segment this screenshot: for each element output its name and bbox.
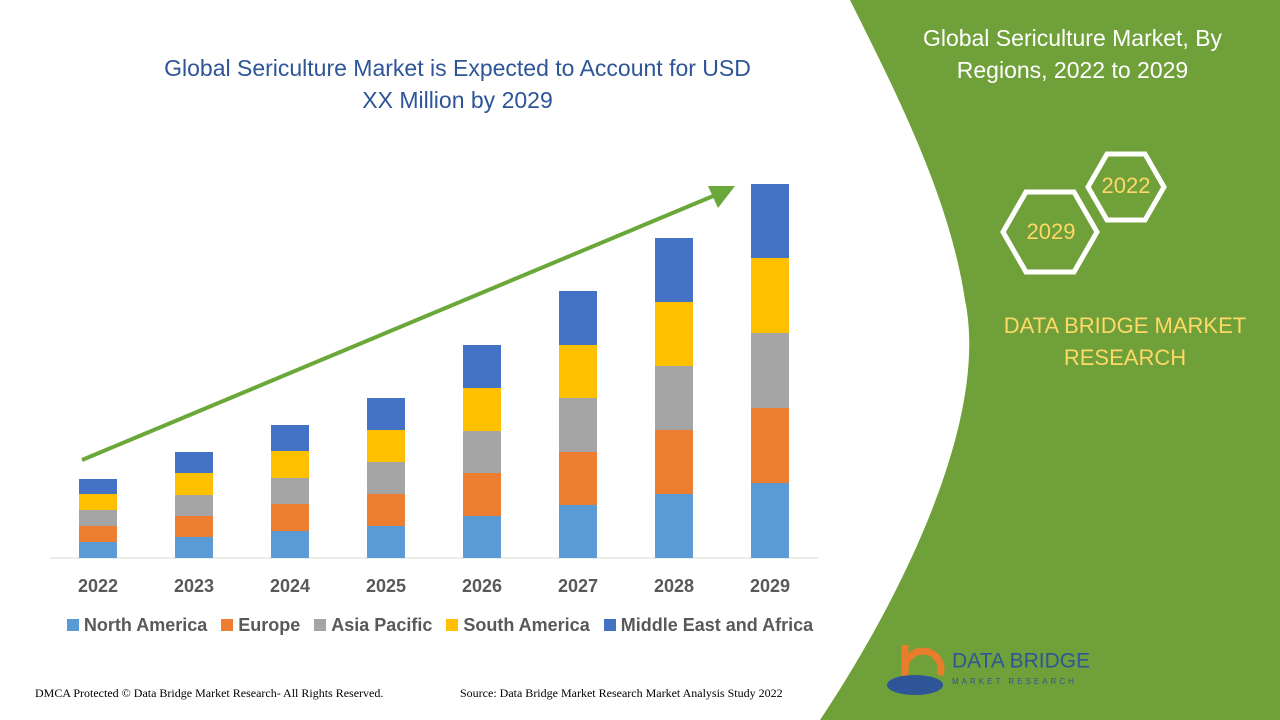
x-tick-label: 2025 [366,576,406,596]
bar-segment [559,291,597,345]
bar-segment [79,494,117,510]
hexagon [1000,189,1100,275]
bar-segment [175,516,213,537]
bar-segment [79,479,117,494]
hexagon [1085,151,1167,223]
bar-segment [751,184,789,258]
trend-arrow [81,192,719,462]
legend-label: Europe [238,615,301,635]
bar-segment [751,408,789,483]
legend-item: South America [446,615,590,636]
bar-segment [367,398,405,430]
source: Source: Data Bridge Market Research Mark… [460,686,783,700]
legend-item: North America [66,615,208,636]
legend-swatch [66,619,79,631]
bar-segment [559,505,597,558]
bar-segment [79,526,117,542]
legend-item: Asia Pacific [314,615,432,636]
bar-segment [559,398,597,452]
bar-segment [367,526,405,558]
brand-text: DATA BRIDGE MARKET RESEARCH [1003,313,1247,370]
bar-segment [367,494,405,526]
legend-label: Asia Pacific [331,615,433,635]
bar-segment [175,452,213,473]
arrow-head [708,186,735,208]
legend-item: Middle East and Africa [603,615,814,636]
legend-label: South America [463,615,590,635]
legend-swatch [221,619,234,631]
chart-title: Global Sericulture Market is Expected to… [164,55,751,113]
bar-segment [463,473,501,516]
bar-segment [463,516,501,558]
x-tick-label: 2028 [654,576,694,596]
bar-segment [751,333,789,408]
bar-segment [175,537,213,558]
legend-swatch [603,619,616,631]
legend: North America Europe Asia Pacific South Ame… [50,615,830,636]
logo-icon [887,675,943,695]
bar-segment [655,430,693,494]
bar-segment [559,345,597,398]
legend-label: North America [83,615,208,635]
bar-segment [271,478,309,504]
bar-segment [79,542,117,558]
bar-segment [751,258,789,333]
bar-segment [655,238,693,302]
x-tick-label: 2023 [174,576,214,596]
hexagon-label: 2029 [1027,219,1076,244]
bar-segment [367,430,405,462]
x-tick-label: 2029 [750,576,790,596]
logo-tagline: MARKET RESEARCH [952,677,1077,686]
bar-segment [463,431,501,473]
bar-segment [463,345,501,388]
x-tick-label: 2024 [270,576,310,596]
bar-segment [271,425,309,451]
bar-segment [559,452,597,505]
bar-segment [175,495,213,516]
logo-name: DATA BRIDGE [952,650,1090,673]
bar-segment [271,504,309,531]
copyright: DMCA Protected © Data Bridge Market Rese… [35,686,384,700]
bar-segment [79,510,117,526]
bar-segment [271,531,309,558]
x-tick-label: 2022 [78,576,118,596]
bar-segment [367,462,405,494]
hexagon-label: 2022 [1102,173,1151,198]
x-tick-label: 2026 [462,576,502,596]
bar-segment [175,473,213,495]
bar-segment [655,366,693,430]
x-tick-label: 2027 [558,576,598,596]
bar-segment [751,483,789,558]
bar-segment [271,451,309,478]
bar-segment [655,302,693,366]
bar-segment [463,388,501,431]
legend-swatch [446,619,459,631]
legend-swatch [314,619,327,631]
panel-title: Global Sericulture Market, By Regions, 2… [922,25,1223,83]
bar-segment [655,494,693,558]
legend-label: Middle East and Africa [620,615,814,635]
legend-item: Europe [221,615,300,636]
green-panel [820,0,1280,720]
